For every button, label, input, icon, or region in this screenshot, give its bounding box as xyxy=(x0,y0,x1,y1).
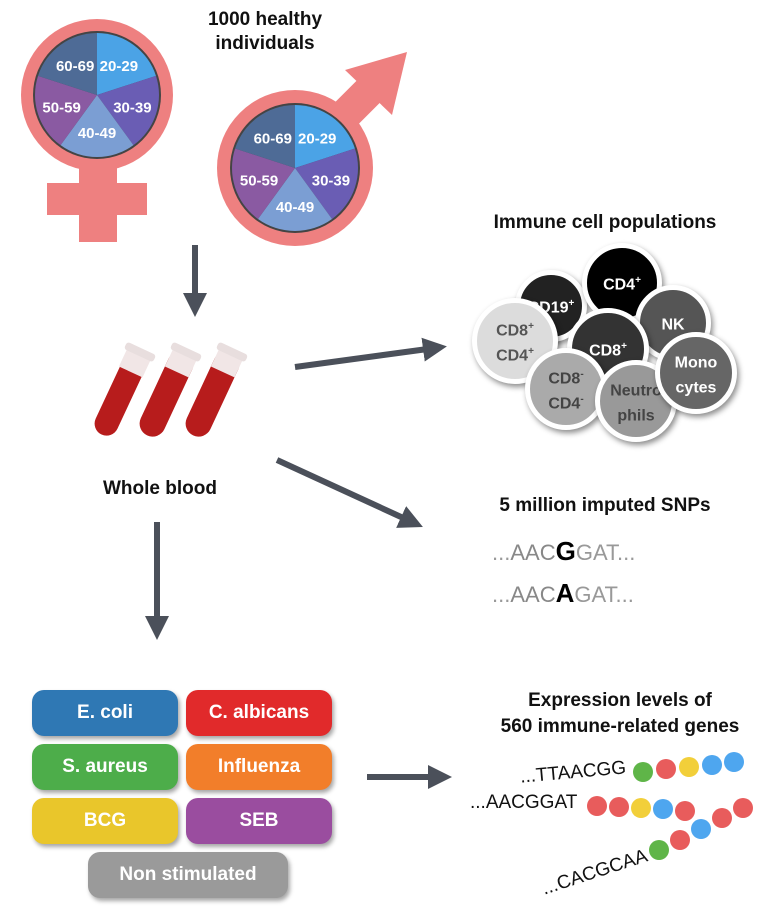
expression-bead xyxy=(587,796,607,816)
expression-beads xyxy=(587,752,753,860)
expression-bead xyxy=(712,808,732,828)
stimulus-bcg: BCG xyxy=(32,798,178,844)
immune-cell: Mono cytes xyxy=(655,332,737,414)
arrow-to-cells xyxy=(294,337,447,370)
age-slice xyxy=(34,75,97,146)
age-label: 20-29 xyxy=(100,58,138,75)
stimulus-e-coli: E. coli xyxy=(32,690,178,736)
age-slice xyxy=(295,148,358,219)
expression-bead xyxy=(653,799,673,819)
expression-bead xyxy=(670,830,690,850)
expression-seq-2: ...AACGGAT xyxy=(470,792,578,813)
arrow-to-snps xyxy=(275,457,423,528)
stimulus-influenza: Influenza xyxy=(186,744,332,790)
expression-title: Expression levels of 560 immune-related g… xyxy=(500,690,740,737)
expression-bead xyxy=(679,757,699,777)
age-label: 50-59 xyxy=(240,173,278,190)
stimulus-c-albicans: C. albicans xyxy=(186,690,332,736)
whole-blood-label: Whole blood xyxy=(103,478,217,499)
expression-bead xyxy=(702,755,722,775)
age-label: 50-59 xyxy=(42,99,80,116)
snp-sequence-1: ...AACGGAT... xyxy=(492,536,636,566)
age-slice xyxy=(295,105,355,168)
female-symbol-icon: 20-29 30-39 40-49 50-59 60-69 xyxy=(21,19,173,242)
age-label: 40-49 xyxy=(78,125,116,142)
immune-cell: CD8- CD4- xyxy=(525,348,607,430)
snp-sequence-2: ...AACAGAT... xyxy=(492,578,634,608)
male-age-pie: 20-29 30-39 40-49 50-59 60-69 xyxy=(230,103,360,233)
expression-bead xyxy=(691,819,711,839)
male-symbol-icon: 20-29 30-39 40-49 50-59 60-69 xyxy=(217,52,407,246)
age-slice xyxy=(38,33,97,95)
expression-bead xyxy=(609,797,629,817)
immune-title: Immune cell populations xyxy=(493,212,717,233)
expression-bead xyxy=(633,762,653,782)
expression-bead xyxy=(724,752,744,772)
age-slice xyxy=(235,105,295,168)
age-label: 60-69 xyxy=(56,58,94,75)
expression-bead xyxy=(675,801,695,821)
age-label: 40-49 xyxy=(276,199,314,216)
age-label: 30-39 xyxy=(312,173,350,190)
expression-bead xyxy=(733,798,753,818)
expression-bead xyxy=(649,840,669,860)
cohort-title: 1000 healthy individuals xyxy=(207,9,323,54)
age-label: 20-29 xyxy=(298,130,336,147)
age-slice xyxy=(232,148,295,219)
snp-title: 5 million imputed SNPs xyxy=(499,495,711,516)
expression-bead xyxy=(631,798,651,818)
age-label: 60-69 xyxy=(254,130,292,147)
female-age-pie: 20-29 30-39 40-49 50-59 60-69 xyxy=(33,31,161,159)
stimulus-s-aureus: S. aureus xyxy=(32,744,178,790)
stimulus-seb: SEB xyxy=(186,798,332,844)
stimulus-non-stimulated: Non stimulated xyxy=(88,852,288,898)
expression-bead xyxy=(656,759,676,779)
age-slice xyxy=(60,95,134,158)
age-slice xyxy=(97,75,159,146)
age-label: 30-39 xyxy=(113,99,151,116)
age-slice xyxy=(257,168,333,232)
age-slice xyxy=(97,33,156,95)
blood-tubes-icon xyxy=(92,342,248,438)
